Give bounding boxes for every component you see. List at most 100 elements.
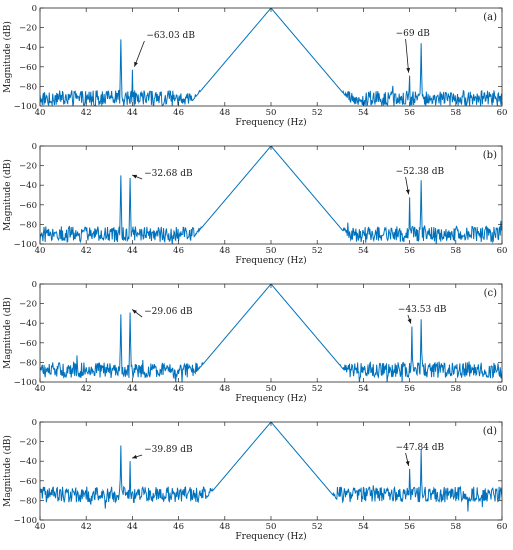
y-tick-label: −20 xyxy=(19,162,37,172)
x-axis-label: Frequency (Hz) xyxy=(235,255,306,266)
x-tick-label: 42 xyxy=(81,108,92,118)
annotation-arrowhead xyxy=(407,318,412,324)
annotation-label: −43.53 dB xyxy=(398,305,447,315)
annotation-label: −47.84 dB xyxy=(396,443,445,453)
x-tick-label: 56 xyxy=(404,522,415,532)
y-tick-label: 0 xyxy=(32,4,37,14)
annotation-arrow xyxy=(405,38,409,73)
annotation-label: −52.38 dB xyxy=(396,167,445,177)
y-tick-label: −80 xyxy=(19,496,37,506)
panel-label: (a) xyxy=(483,12,497,23)
x-tick-label: 52 xyxy=(312,384,323,394)
x-tick-label: 42 xyxy=(81,522,92,532)
y-tick-label: −100 xyxy=(14,102,37,112)
y-tick-label: −40 xyxy=(19,319,37,329)
x-tick-label: 40 xyxy=(35,108,46,118)
x-tick-label: 60 xyxy=(497,108,508,118)
x-tick-label: 42 xyxy=(81,246,92,256)
y-axis-label: Magnitude (dB) xyxy=(2,159,13,231)
annotation-label: −32.68 dB xyxy=(144,169,193,179)
y-tick-label: −60 xyxy=(19,339,37,349)
x-tick-label: 58 xyxy=(450,384,461,394)
spectrum-line xyxy=(40,8,502,106)
y-axis-label: Magnitude (dB) xyxy=(2,297,13,369)
x-tick-label: 44 xyxy=(127,522,138,532)
x-axis-label: Frequency (Hz) xyxy=(235,531,306,542)
panel-c: 40 42 44 46 48 50 52 54 56 58 60 0 −20 −40 −60 −80 −100 F… xyxy=(2,280,507,404)
x-tick-label: 60 xyxy=(497,246,508,256)
y-tick-label: −100 xyxy=(14,240,37,250)
x-tick-label: 46 xyxy=(173,108,184,118)
spectrum-line xyxy=(40,422,502,512)
panel-b: 40 42 44 46 48 50 52 54 56 58 60 0 −20 −40 −60 −80 −100 F… xyxy=(2,142,507,266)
axes-box xyxy=(39,145,503,245)
panel-label: (b) xyxy=(483,150,497,161)
panel-label: (d) xyxy=(483,426,497,437)
annotation-label: −69 dB xyxy=(396,29,431,39)
panel-a: 40 42 44 46 48 50 52 54 56 58 60 0 −20 −40 −60 −80 −100 F… xyxy=(2,4,507,128)
x-tick-label: 60 xyxy=(497,522,508,532)
y-tick-label: −100 xyxy=(14,378,37,388)
x-tick-label: 48 xyxy=(219,384,230,394)
y-tick-label: −60 xyxy=(19,63,37,73)
x-tick-label: 58 xyxy=(450,246,461,256)
annotation-arrowhead xyxy=(132,454,138,459)
panel-d: 40 42 44 46 48 50 52 54 56 58 60 0 −20 −40 −60 −80 −100 F… xyxy=(2,418,507,542)
y-tick-label: −80 xyxy=(19,358,37,368)
x-axis-label: Frequency (Hz) xyxy=(235,117,306,128)
x-tick-label: 52 xyxy=(312,522,323,532)
x-tick-label: 54 xyxy=(358,522,369,532)
y-tick-label: −20 xyxy=(19,438,37,448)
x-tick-label: 54 xyxy=(358,384,369,394)
y-tick-label: −80 xyxy=(19,220,37,230)
annotation-arrowhead xyxy=(134,61,138,67)
x-tick-label: 46 xyxy=(173,522,184,532)
x-tick-label: 58 xyxy=(450,522,461,532)
y-axis-label: Magnitude (dB) xyxy=(2,21,13,93)
annotation-arrowhead xyxy=(405,189,410,195)
x-tick-label: 44 xyxy=(127,246,138,256)
y-tick-label: −20 xyxy=(19,300,37,310)
annotation-arrowhead xyxy=(405,460,410,466)
y-tick-label: −80 xyxy=(19,82,37,92)
axes-box xyxy=(39,421,503,521)
x-tick-label: 40 xyxy=(35,246,46,256)
x-tick-label: 42 xyxy=(81,384,92,394)
annotation-label: −63.03 dB xyxy=(146,31,195,41)
y-tick-label: 0 xyxy=(32,418,37,428)
axes-box xyxy=(39,7,503,107)
y-tick-label: −40 xyxy=(19,43,37,53)
x-tick-label: 46 xyxy=(173,384,184,394)
x-tick-label: 46 xyxy=(173,246,184,256)
x-tick-label: 54 xyxy=(358,108,369,118)
annotation-arrowhead xyxy=(132,309,137,314)
y-tick-label: 0 xyxy=(32,280,37,290)
x-tick-label: 60 xyxy=(497,384,508,394)
y-tick-label: 0 xyxy=(32,142,37,152)
x-tick-label: 44 xyxy=(127,108,138,118)
spectrum-line xyxy=(40,146,502,244)
x-tick-label: 50 xyxy=(266,522,277,532)
x-axis-label: Frequency (Hz) xyxy=(235,393,306,404)
y-tick-label: −20 xyxy=(19,24,37,34)
y-tick-label: −40 xyxy=(19,181,37,191)
x-tick-label: 56 xyxy=(404,108,415,118)
spectrum-line xyxy=(40,284,502,382)
x-tick-label: 48 xyxy=(219,246,230,256)
x-tick-label: 50 xyxy=(266,384,277,394)
x-tick-label: 56 xyxy=(404,384,415,394)
annotation-label: −39.89 dB xyxy=(144,445,193,455)
x-tick-label: 52 xyxy=(312,246,323,256)
y-tick-label: −60 xyxy=(19,477,37,487)
y-axis-label: Magnitude (dB) xyxy=(2,435,13,507)
x-tick-label: 52 xyxy=(312,108,323,118)
y-tick-label: −60 xyxy=(19,201,37,211)
x-tick-label: 48 xyxy=(219,522,230,532)
x-tick-label: 54 xyxy=(358,246,369,256)
annotation-arrow xyxy=(134,40,145,67)
y-tick-label: −40 xyxy=(19,457,37,467)
annotation-arrowhead xyxy=(132,174,138,179)
x-tick-label: 56 xyxy=(404,246,415,256)
annotation-arrowhead xyxy=(406,67,411,73)
